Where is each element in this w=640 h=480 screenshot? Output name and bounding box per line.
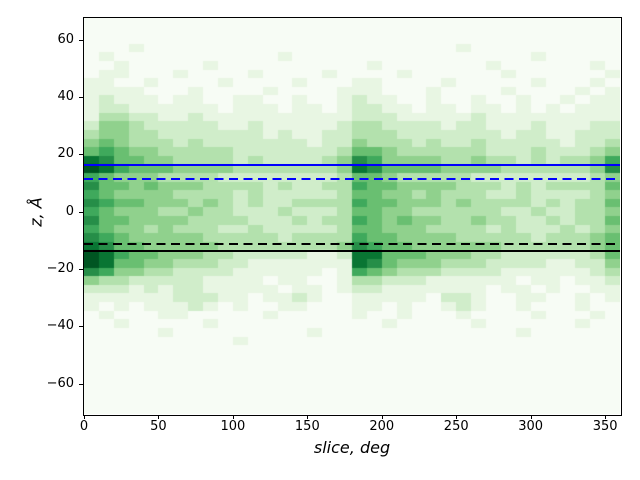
y-tick-label-60: 60 [57,31,74,47]
y-tick-label--20: −20 [46,261,74,277]
heatmap-canvas [84,18,620,414]
x-tick-label-50: 50 [150,419,167,434]
y-tick-mark [79,269,83,271]
x-tick-label-200: 200 [369,419,395,434]
x-tick-mark [530,415,532,419]
x-tick-label-350: 350 [592,419,618,434]
x-tick-label-300: 300 [518,419,544,434]
x-axis-label: slice, deg [313,438,391,457]
x-tick-label-0: 0 [79,419,89,434]
x-tick-label-250: 250 [443,419,469,434]
x-tick-label-150: 150 [294,419,320,434]
x-tick-mark [381,415,383,419]
x-tick-mark [307,415,309,419]
x-tick-mark [84,415,85,419]
y-tick-mark [79,96,83,98]
y-tick-label--60: −60 [46,375,74,391]
y-tick-mark [79,154,83,156]
x-tick-label-100: 100 [220,419,246,434]
x-tick-mark [232,415,234,419]
y-tick-label-40: 40 [57,88,74,104]
y-tick-mark [79,383,83,385]
y-axis-label: z, Å [26,197,46,227]
y-tick-mark [79,326,83,328]
x-tick-mark [456,415,458,419]
y-tick-label--40: −40 [46,318,74,334]
x-tick-mark [158,415,160,419]
x-tick-mark [605,415,607,419]
y-tick-label-0: 0 [65,203,74,219]
y-tick-mark [79,211,83,213]
y-tick-label-20: 20 [57,146,74,162]
y-tick-mark [79,39,83,41]
